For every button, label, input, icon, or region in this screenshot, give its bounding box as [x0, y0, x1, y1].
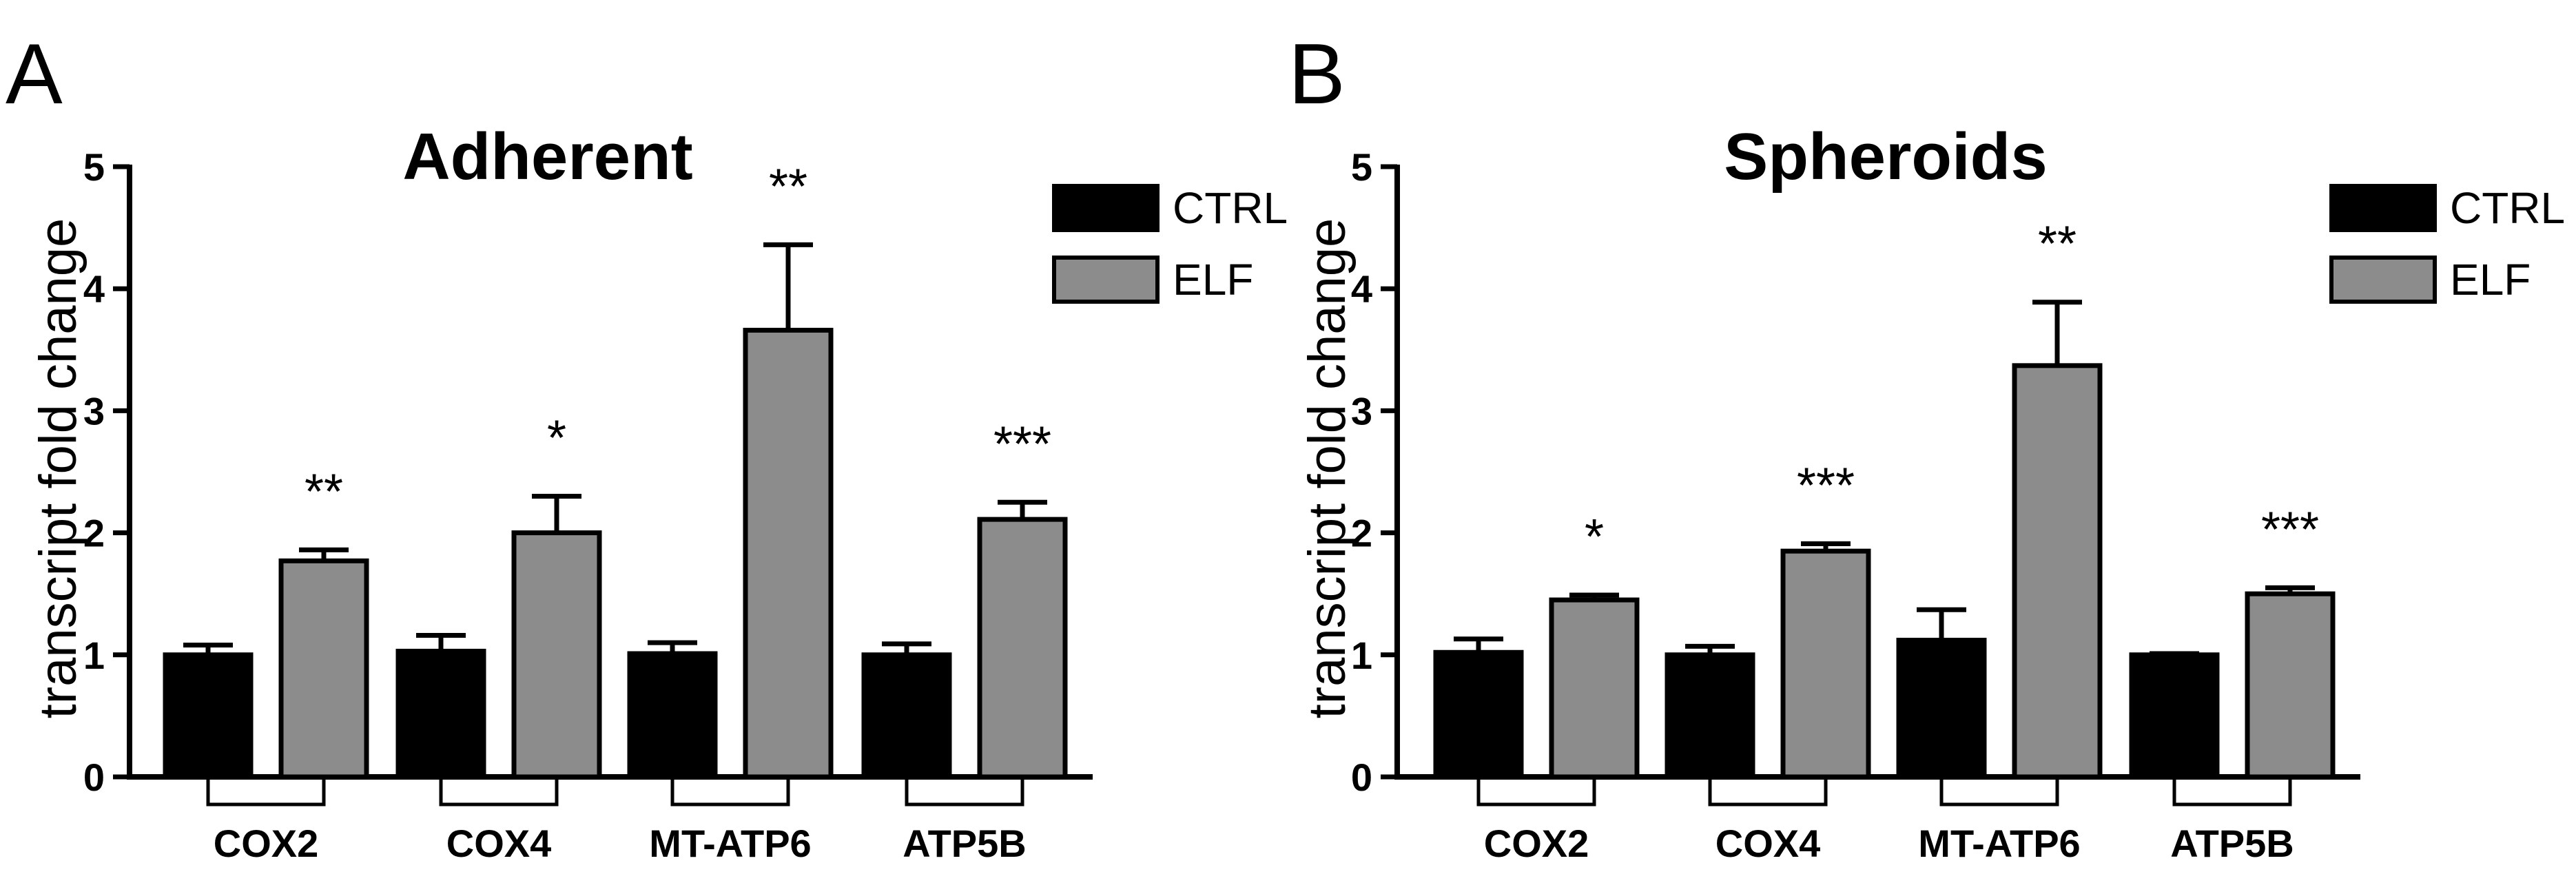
significance-marker: **	[305, 464, 343, 519]
category-bracket	[1708, 780, 1828, 807]
bar-elf-cox4	[511, 530, 602, 780]
legend-swatch-ctrl	[2329, 184, 2437, 232]
x-tick-label-cox4: COX4	[446, 822, 552, 865]
category-bracket	[2172, 780, 2292, 807]
bar-ctrl-cox2	[163, 652, 254, 780]
y-axis-label: transcript fold change	[1298, 218, 1357, 719]
y-tick-label: 3	[83, 389, 105, 433]
bar-ctrl-cox4	[1665, 652, 1755, 780]
legend-swatch-ctrl	[1052, 184, 1160, 232]
category-bracket	[206, 780, 326, 807]
legend-swatch-elf	[2329, 256, 2437, 304]
bar-ctrl-atp5b	[2129, 652, 2220, 780]
y-tick-label: 2	[83, 512, 105, 555]
legend-swatch-elf	[1052, 256, 1160, 304]
legend-label-elf: ELF	[1173, 255, 1253, 304]
panel-letter-b: B	[1288, 27, 1346, 122]
y-tick-label: 0	[1351, 756, 1372, 799]
category-bracket	[1476, 780, 1596, 807]
x-tick-label-mt-atp6: MT-ATP6	[649, 822, 811, 865]
plot-area-spheroids: 0 1 2 3 4 5 COX2 * COX4 *** MT-ATP6 ** ATP5B *** CTRL E…	[1351, 145, 2565, 865]
y-axis-label: transcript fold change	[29, 218, 87, 719]
y-tick-label: 1	[1351, 634, 1372, 677]
y-tick-label: 3	[1351, 389, 1372, 433]
category-bracket	[1939, 780, 2059, 807]
x-tick-label-cox2: COX2	[1484, 822, 1589, 865]
bar-ctrl-mt-atp6	[627, 651, 718, 780]
bar-elf-mt-atp6	[743, 327, 834, 780]
y-tick-label: 4	[83, 267, 105, 311]
bar-ctrl-atp5b	[861, 652, 952, 780]
significance-marker: ***	[1797, 459, 1855, 514]
chart-title-adherent: Adherent	[402, 120, 692, 194]
significance-marker: **	[2038, 217, 2077, 272]
significance-marker: ***	[2261, 502, 2319, 557]
bar-ctrl-cox2	[1433, 649, 1524, 780]
bar-elf-cox2	[278, 558, 369, 780]
bar-elf-atp5b	[977, 517, 1068, 780]
y-tick-label: 5	[1351, 145, 1372, 189]
y-tick-label: 4	[1351, 267, 1372, 311]
panel-b: B Spheroids transcript fold change 0 1 2 3 4…	[1288, 27, 2565, 865]
x-tick-label-cox2: COX2	[214, 822, 319, 865]
significance-marker: ***	[993, 417, 1051, 472]
legend-label-ctrl: CTRL	[1173, 183, 1288, 233]
category-bracket	[439, 780, 559, 807]
plot-area-adherent: 0 1 2 3 4 5 COX2 ** COX4 * MT-ATP6 ** ATP5B *** CTRL EL…	[83, 145, 1288, 865]
significance-marker: *	[1585, 510, 1604, 565]
bar-ctrl-mt-atp6	[1896, 638, 1987, 780]
legend-label-ctrl: CTRL	[2450, 183, 2565, 233]
bar-elf-cox4	[1780, 548, 1871, 780]
bar-elf-mt-atp6	[2012, 363, 2103, 780]
x-tick-label-cox4: COX4	[1715, 822, 1821, 865]
x-tick-label-atp5b: ATP5B	[2170, 822, 2294, 865]
panel-a: A Adherent transcript fold change 0 1 2 3 4 5…	[6, 27, 1288, 865]
legend-label-elf: ELF	[2450, 255, 2531, 304]
category-bracket	[905, 780, 1024, 807]
y-tick-label: 0	[83, 756, 105, 799]
panel-letter-a: A	[6, 27, 63, 122]
y-tick-label: 5	[83, 145, 105, 189]
chart-title-spheroids: Spheroids	[1724, 120, 2047, 194]
significance-marker: **	[769, 159, 807, 214]
bar-elf-cox2	[1549, 597, 1640, 780]
bar-ctrl-cox4	[395, 648, 486, 780]
x-tick-label-atp5b: ATP5B	[903, 822, 1026, 865]
y-tick-label: 2	[1351, 512, 1372, 555]
bar-elf-atp5b	[2245, 591, 2336, 780]
y-tick-label: 1	[83, 634, 105, 677]
x-tick-label-mt-atp6: MT-ATP6	[1918, 822, 2080, 865]
significance-marker: *	[547, 410, 566, 466]
category-bracket	[670, 780, 790, 807]
